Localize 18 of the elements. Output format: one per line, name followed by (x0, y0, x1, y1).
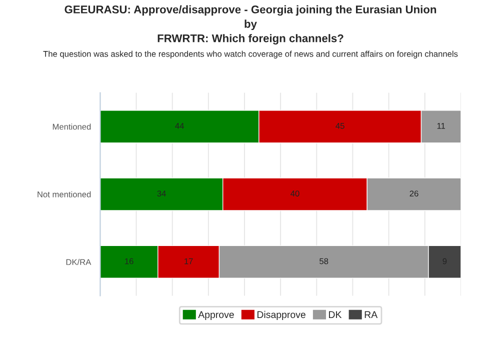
chart-title: GEEURASU: Approve/disapprove - Georgia joining the Eurasian Union by FRWRTR: Which foreign channels? (64, 5, 436, 44)
chart-subtitle: The question was asked to the respondents who watch coverage of news and current affairs on foreign channels (43, 50, 458, 59)
data-label: 44 (175, 123, 184, 129)
y-tick-label: Not mentioned (38, 191, 91, 198)
data-label: 16 (125, 258, 134, 264)
data-label: 17 (184, 258, 193, 264)
data-label: 58 (320, 258, 328, 264)
y-tick-label: DK/RA (66, 258, 92, 266)
data-label: 34 (157, 190, 166, 196)
legend-label: RA (364, 311, 378, 318)
legend-label: Approve (198, 311, 234, 320)
data-label: 11 (437, 123, 445, 129)
y-tick-label: Mentioned (52, 124, 91, 130)
data-label: 45 (336, 123, 344, 129)
data-label: 40 (290, 190, 300, 196)
data-label: 26 (410, 190, 418, 196)
legend-label: DK (329, 311, 342, 318)
legend-label: Disapprove (257, 310, 306, 320)
